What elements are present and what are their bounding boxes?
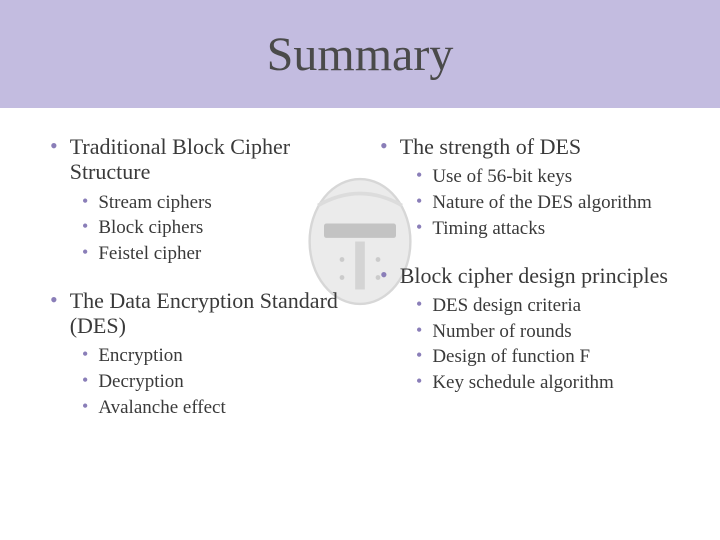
section-heading: The Data Encryption Standard (DES) xyxy=(70,288,340,339)
bullet-icon: • xyxy=(380,134,388,158)
bullet-icon: • xyxy=(416,217,422,239)
page-title: Summary xyxy=(267,27,454,82)
section-heading: Traditional Block Cipher Structure xyxy=(70,134,340,185)
sublist: • DES design criteria • Number of rounds •… xyxy=(380,294,670,395)
list-item: Encryption xyxy=(98,344,182,368)
bullet-icon: • xyxy=(50,134,58,158)
bullet-icon: • xyxy=(82,344,88,366)
bullet-icon: • xyxy=(416,371,422,393)
bullet-icon: • xyxy=(82,216,88,238)
list-item: Timing attacks xyxy=(432,217,545,241)
bullet-icon: • xyxy=(380,263,388,287)
header-band: Summary xyxy=(0,0,720,112)
left-column: • Traditional Block Cipher Structure • St… xyxy=(50,134,340,442)
list-item: Number of rounds xyxy=(432,320,571,344)
list-item: Decryption xyxy=(98,370,183,394)
list-item: Key schedule algorithm xyxy=(432,371,614,395)
bullet-icon: • xyxy=(82,242,88,264)
section-heading: Block cipher design principles xyxy=(400,263,668,288)
section-des: • The Data Encryption Standard (DES) • En… xyxy=(50,288,340,420)
section-heading: The strength of DES xyxy=(400,134,581,159)
bullet-icon: • xyxy=(416,294,422,316)
section-block-cipher: • Traditional Block Cipher Structure • St… xyxy=(50,134,340,266)
section-design-principles: • Block cipher design principles • DES de… xyxy=(380,263,670,395)
bullet-icon: • xyxy=(82,370,88,392)
list-item: Stream ciphers xyxy=(98,191,211,215)
bullet-icon: • xyxy=(416,320,422,342)
right-column: • The strength of DES • Use of 56-bit key… xyxy=(380,134,670,442)
bullet-icon: • xyxy=(82,191,88,213)
bullet-icon: • xyxy=(82,396,88,418)
list-item: Use of 56-bit keys xyxy=(432,165,572,189)
section-strength-des: • The strength of DES • Use of 56-bit key… xyxy=(380,134,670,241)
sublist: • Encryption • Decryption • Avalanche effec… xyxy=(50,344,340,419)
bullet-icon: • xyxy=(416,345,422,367)
list-item: Block ciphers xyxy=(98,216,203,240)
bullet-icon: • xyxy=(50,288,58,312)
bullet-icon: • xyxy=(416,191,422,213)
list-item: Avalanche effect xyxy=(98,396,225,420)
list-item: Nature of the DES algorithm xyxy=(432,191,652,215)
sublist: • Stream ciphers • Block ciphers • Feistel … xyxy=(50,191,340,266)
bullet-icon: • xyxy=(416,165,422,187)
list-item: Feistel cipher xyxy=(98,242,201,266)
content-area: • Traditional Block Cipher Structure • St… xyxy=(0,112,720,442)
list-item: DES design criteria xyxy=(432,294,581,318)
sublist: • Use of 56-bit keys • Nature of the DES a… xyxy=(380,165,670,240)
list-item: Design of function F xyxy=(432,345,590,369)
